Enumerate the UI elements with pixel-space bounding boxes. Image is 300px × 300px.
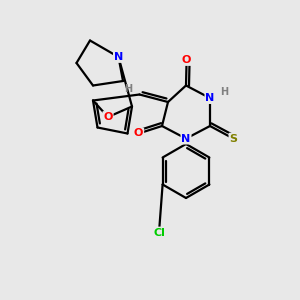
Text: O: O bbox=[103, 112, 113, 122]
Text: O: O bbox=[134, 128, 143, 139]
Text: Cl: Cl bbox=[153, 227, 165, 238]
Text: N: N bbox=[114, 52, 123, 62]
Text: N: N bbox=[182, 134, 190, 144]
Text: S: S bbox=[230, 134, 237, 144]
Text: O: O bbox=[182, 55, 191, 65]
Text: N: N bbox=[206, 93, 214, 103]
Text: H: H bbox=[220, 87, 229, 97]
Text: H: H bbox=[124, 84, 132, 94]
